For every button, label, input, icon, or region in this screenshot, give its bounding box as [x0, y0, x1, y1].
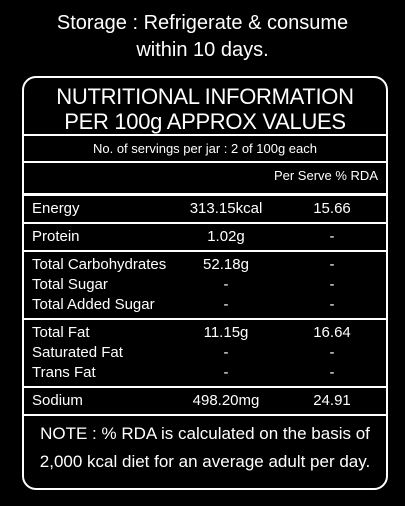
nutrient-row: Total Fat 11.15g 16.64: [24, 323, 386, 343]
nutrient-rda: 15.66: [313, 200, 351, 217]
storage-note: Storage : Refrigerate & consume within 1…: [0, 10, 405, 64]
nutrient-rda: -: [329, 256, 335, 273]
nutrient-group: Total Carbohydrates 52.18g - Total Sugar - - T…: [24, 250, 386, 318]
nutrient-row: Protein 1.02g -: [24, 227, 386, 247]
nutrient-name: Total Carbohydrates: [32, 256, 167, 273]
servings: No. of servings per jar : 2 of 100g each: [24, 134, 386, 161]
nutrient-row: Energy 313.15kcal 15.66: [24, 199, 386, 219]
nutrient-rda: 24.91: [313, 392, 351, 409]
nutrient-group: Sodium 498.20mg 24.91: [24, 386, 386, 414]
nutrient-name: Total Sugar: [32, 276, 108, 293]
nutrient-rda: -: [329, 364, 335, 381]
panel-title: NUTRITIONAL INFORMATION PER 100g APPROX …: [24, 78, 386, 134]
nutrient-name: Protein: [32, 228, 80, 245]
nutrient-value: -: [223, 364, 229, 381]
nutrient-name: Total Fat: [32, 324, 90, 341]
nutrient-name: Trans Fat: [32, 364, 96, 381]
nutrient-row: Sodium 498.20mg 24.91: [24, 391, 386, 411]
nutrient-value: 52.18g: [203, 256, 249, 273]
nutrient-table: Energy 313.15kcal 15.66 Protein 1.02g - Total …: [24, 193, 386, 414]
nutrient-value: 11.15g: [203, 324, 249, 341]
nutrient-rda: 16.64: [313, 324, 351, 341]
nutrient-group: Energy 313.15kcal 15.66: [24, 193, 386, 222]
note-line: NOTE : % RDA is calculated on the basis …: [40, 424, 370, 443]
title-line: PER 100g APPROX VALUES: [64, 109, 346, 134]
nutrient-row: Total Added Sugar - -: [24, 295, 386, 315]
nutrient-name: Sodium: [32, 392, 83, 409]
nutrient-value: 498.20mg: [192, 392, 260, 409]
column-header: Per Serve % RDA: [24, 161, 386, 193]
note: NOTE : % RDA is calculated on the basis …: [24, 414, 386, 476]
nutrient-name: Energy: [32, 200, 80, 217]
nutrient-group: Total Fat 11.15g 16.64 Saturated Fat - - Trans…: [24, 318, 386, 386]
nutrient-name: Saturated Fat: [32, 344, 123, 361]
storage-line: within 10 days.: [136, 39, 269, 61]
nutrient-value: -: [223, 344, 229, 361]
nutrient-rda: -: [329, 344, 335, 361]
nutrient-value: 1.02g: [207, 228, 245, 245]
nutrient-rda: -: [329, 228, 335, 245]
nutrient-row: Trans Fat - -: [24, 363, 386, 383]
nutrient-group: Protein 1.02g -: [24, 222, 386, 250]
nutrient-value: 313.15kcal: [189, 200, 263, 217]
nutrient-row: Saturated Fat - -: [24, 343, 386, 363]
nutrient-row: Total Carbohydrates 52.18g -: [24, 255, 386, 275]
storage-line: Storage : Refrigerate & consume: [56, 12, 349, 34]
nutrient-rda: -: [329, 276, 335, 293]
nutrient-row: Total Sugar - -: [24, 275, 386, 295]
title-line: NUTRITIONAL INFORMATION: [56, 84, 354, 109]
nutrient-rda: -: [329, 296, 335, 313]
nutrient-value: -: [223, 296, 229, 313]
note-line: 2,000 kcal diet for an average adult per…: [39, 452, 371, 471]
nutrition-panel: NUTRITIONAL INFORMATION PER 100g APPROX …: [22, 76, 388, 490]
nutrient-value: -: [223, 276, 229, 293]
nutrient-name: Total Added Sugar: [32, 296, 155, 313]
